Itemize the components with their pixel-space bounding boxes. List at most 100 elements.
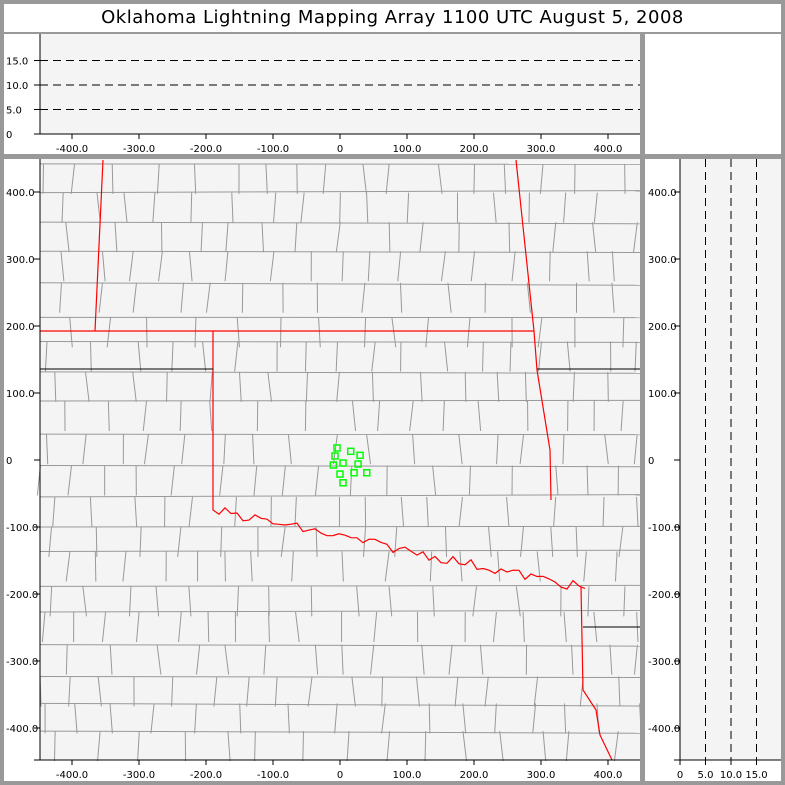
black-borders	[40, 368, 640, 628]
county-line	[381, 676, 384, 707]
county-line	[397, 251, 402, 282]
county-line	[437, 163, 443, 194]
county-line	[54, 371, 57, 402]
county-line	[252, 434, 255, 465]
county-line	[52, 496, 56, 527]
county-line	[291, 551, 294, 582]
county-line	[223, 434, 226, 465]
county-line	[482, 341, 484, 372]
county-line	[341, 644, 344, 675]
county-line	[238, 371, 242, 402]
county-line	[225, 222, 229, 253]
county-line	[227, 731, 231, 762]
county-line	[294, 496, 297, 527]
top-y-tick-label: 5.0	[6, 106, 22, 117]
y-tick-label: -400.0	[6, 724, 38, 735]
county-line	[583, 551, 587, 582]
plot-title: Oklahoma Lightning Mapping Array 1100 UT…	[4, 4, 781, 32]
county-line	[386, 731, 391, 762]
county-line	[447, 282, 452, 313]
county-line	[484, 676, 489, 707]
source-marker	[333, 444, 341, 452]
county-line	[373, 611, 378, 643]
x-tick-label: -400.0	[56, 770, 88, 781]
right-y-tick-label: 0	[648, 456, 654, 467]
county-line	[95, 526, 98, 557]
x-tick-label: 400.0	[594, 770, 623, 781]
county-line	[419, 371, 423, 402]
y-tick-label: 0	[6, 456, 12, 467]
county-line	[39, 371, 641, 374]
county-line	[620, 400, 624, 432]
source-marker	[363, 468, 371, 477]
county-line	[205, 282, 211, 313]
county-line	[459, 551, 463, 582]
county-line	[39, 584, 641, 587]
county-line	[479, 644, 484, 675]
x-tick-label: -100.0	[257, 770, 289, 781]
right-y-tick-label: 200.0	[648, 322, 677, 333]
county-line	[134, 496, 138, 527]
county-line	[565, 731, 570, 762]
county-line	[604, 434, 609, 465]
county-line	[209, 400, 213, 432]
county-line	[334, 703, 338, 734]
county-line	[618, 676, 621, 707]
county-line	[618, 526, 624, 558]
county-line	[388, 222, 391, 253]
county-line	[114, 222, 118, 253]
county-line	[428, 703, 431, 734]
county-line	[492, 192, 497, 223]
state-borders	[40, 159, 613, 761]
county-line	[611, 282, 615, 313]
county-line	[508, 222, 511, 253]
county-line	[139, 526, 142, 557]
county-line	[542, 731, 547, 762]
county-line	[246, 676, 250, 707]
county-line	[553, 496, 557, 527]
top-plot-area	[40, 34, 640, 134]
county-line	[362, 163, 367, 194]
county-line	[367, 251, 371, 282]
county-line	[132, 371, 137, 402]
county-line	[294, 222, 298, 253]
county-line	[65, 551, 71, 582]
county-line	[101, 611, 107, 643]
source-marker	[329, 461, 338, 469]
county-line	[209, 371, 213, 402]
county-line	[592, 222, 597, 253]
county-line	[633, 222, 638, 253]
county-line	[351, 676, 356, 707]
county-line	[231, 192, 234, 223]
county-line	[263, 644, 267, 675]
county-line	[287, 434, 292, 465]
county-line	[142, 400, 148, 432]
county-line	[180, 282, 184, 313]
county-line	[269, 251, 275, 282]
county-line	[60, 251, 65, 282]
county-line	[432, 465, 437, 496]
lightning-sources	[329, 444, 371, 487]
county-line	[586, 465, 589, 496]
county-line	[39, 730, 641, 734]
top-x-tick-label: 100.0	[393, 144, 422, 155]
top-y-tick-label: 0	[6, 130, 12, 141]
county-line	[39, 190, 641, 194]
county-line	[281, 465, 286, 496]
source-marker	[336, 470, 344, 478]
county-line	[224, 251, 229, 282]
county-line	[511, 251, 516, 282]
county-line	[150, 703, 155, 734]
county-line	[371, 341, 376, 372]
county-line	[381, 703, 386, 734]
county-line	[636, 496, 639, 527]
county-line	[61, 192, 64, 223]
county-line	[607, 371, 609, 402]
county-line	[152, 192, 156, 223]
county-line	[85, 371, 90, 402]
county-line	[633, 644, 638, 675]
county-line	[339, 192, 341, 223]
county-line	[399, 282, 403, 313]
county-line	[520, 526, 524, 557]
county-line	[477, 400, 482, 432]
